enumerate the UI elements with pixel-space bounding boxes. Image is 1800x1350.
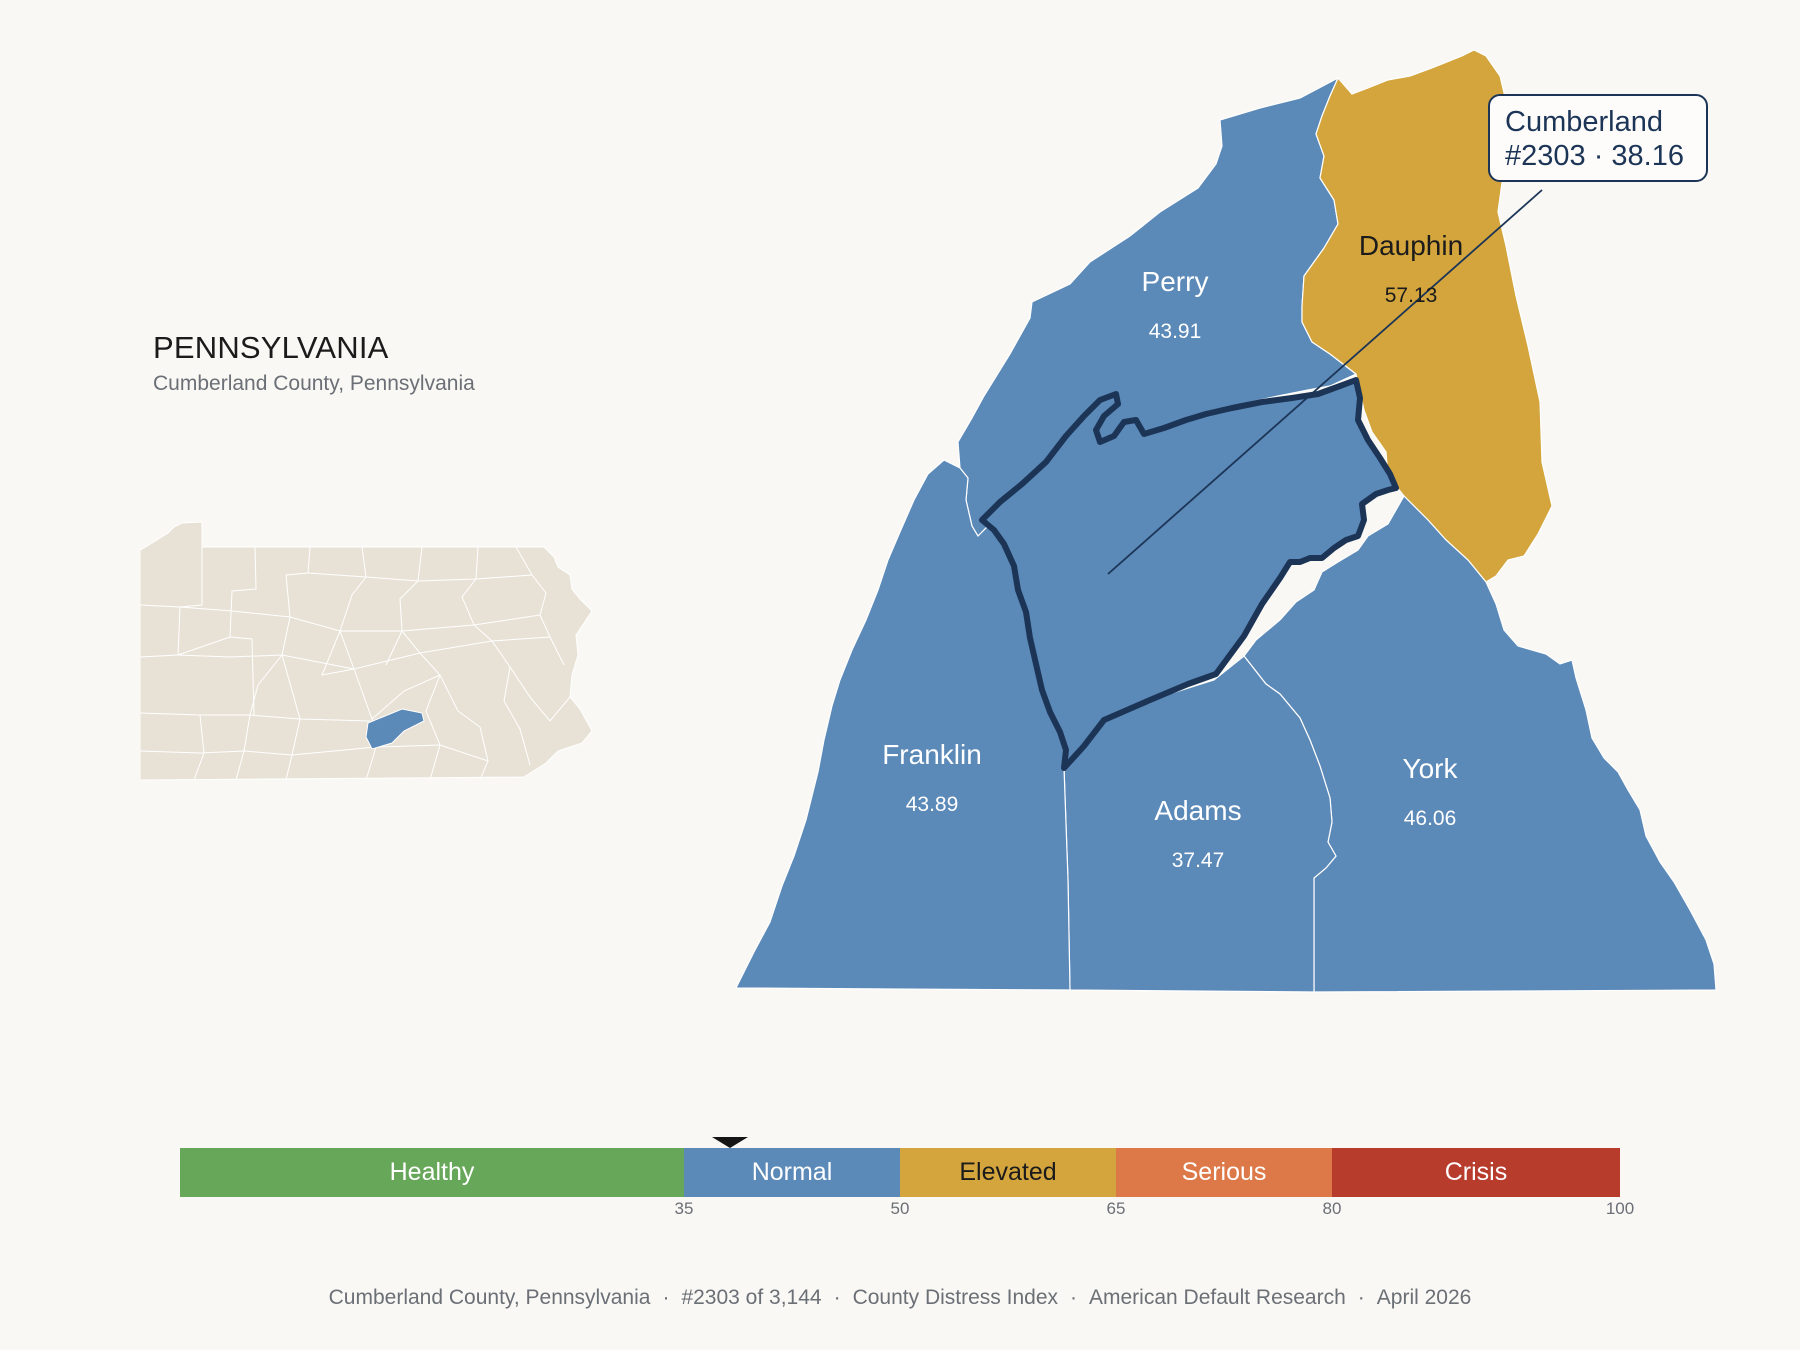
scale-segment-elevated: Elevated — [900, 1148, 1116, 1197]
state-locator-map — [140, 521, 593, 781]
county-subtitle: Cumberland County, Pennsylvania — [153, 372, 475, 395]
scale-tick-80: 80 — [1322, 1199, 1342, 1218]
value-adams: 37.47 — [1172, 849, 1225, 872]
current-value-marker-icon — [711, 1137, 748, 1148]
scale-tick-65: 65 — [1106, 1199, 1126, 1218]
value-franklin: 43.89 — [906, 793, 959, 816]
callout-leader-line — [1107, 189, 1543, 575]
footer-index-name: County Distress Index — [852, 1286, 1058, 1309]
footer-source: American Default Research — [1089, 1286, 1346, 1309]
scale-segment-serious: Serious — [1116, 1148, 1332, 1197]
scale-segment-healthy: Healthy — [180, 1148, 684, 1197]
distress-scale-bar: Healthy Normal Elevated Serious Crisis — [180, 1148, 1620, 1197]
county-york[interactable] — [1243, 495, 1717, 993]
scale-tick-50: 50 — [890, 1199, 910, 1218]
focus-county-callout: Cumberland #2303 · 38.16 — [1488, 94, 1708, 182]
scale-segment-normal: Normal — [684, 1148, 900, 1197]
footer-county: Cumberland County, Pennsylvania — [328, 1286, 651, 1309]
locator-cumberland-highlight — [365, 708, 425, 750]
footer-rank: #2303 of 3,144 — [681, 1286, 822, 1309]
county-adams[interactable] — [1063, 655, 1337, 993]
state-title: PENNSYLVANIA — [153, 330, 389, 365]
label-franklin: Franklin — [882, 739, 982, 770]
footer-credits: Cumberland County, Pennsylvania · #2303 of… — [328, 1286, 1472, 1309]
callout-county-name: Cumberland — [1505, 106, 1663, 138]
scale-tick-35: 35 — [674, 1199, 694, 1218]
value-york: 46.06 — [1404, 807, 1457, 830]
value-dauphin: 57.13 — [1385, 284, 1438, 307]
scale-segment-crisis: Crisis — [1332, 1148, 1620, 1197]
label-york: York — [1402, 753, 1458, 784]
scale-tick-100: 100 — [1605, 1199, 1635, 1218]
label-adams: Adams — [1154, 795, 1241, 826]
label-perry: Perry — [1142, 266, 1209, 297]
footer-date: April 2026 — [1376, 1286, 1472, 1309]
callout-rank-score: #2303 · 38.16 — [1505, 140, 1684, 172]
county-cumberland-focus[interactable] — [979, 377, 1399, 771]
label-dauphin: Dauphin — [1359, 230, 1463, 261]
value-perry: 43.91 — [1149, 320, 1202, 343]
locator-county-borders — [140, 546, 571, 781]
